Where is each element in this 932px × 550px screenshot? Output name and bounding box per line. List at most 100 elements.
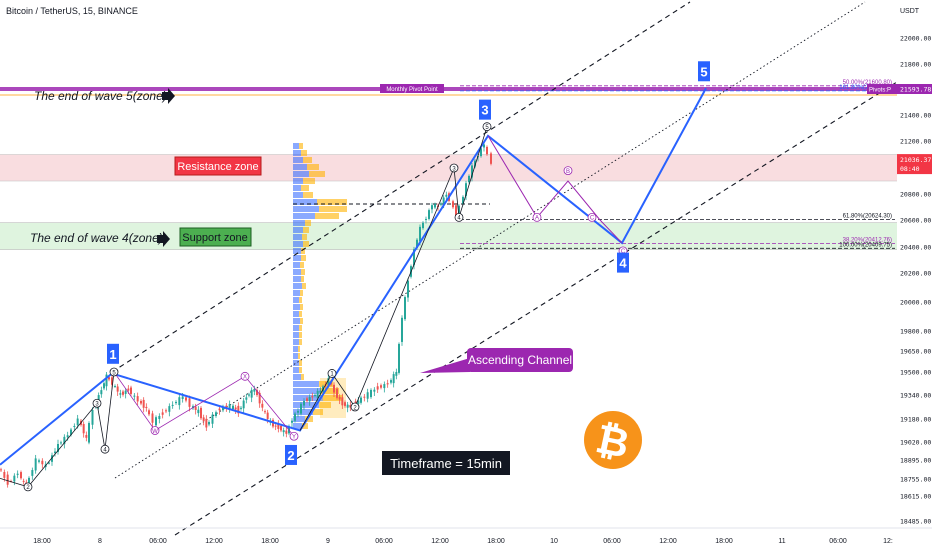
candle-body: [250, 389, 253, 398]
wave-label-number: 1: [109, 347, 116, 362]
price-tick-label: 21800.00: [900, 61, 931, 69]
candle-body: [0, 469, 2, 471]
subwave-circle: [482, 122, 492, 132]
volume-bar-sell: [301, 269, 305, 275]
subwave-impulse-line: [299, 126, 488, 431]
timeframe-label: Timeframe = 15min: [382, 451, 510, 475]
subwave-circle: [532, 212, 542, 222]
subwave-circle: [454, 212, 464, 222]
timeframe-text: Timeframe = 15min: [390, 456, 502, 471]
candle-body: [85, 435, 88, 438]
candle-body: [256, 390, 258, 396]
volume-bar-sell: [299, 367, 302, 373]
channel-upper-line: [111, 1, 691, 373]
candle-body: [234, 407, 237, 410]
price-tick-label: 21400.00: [900, 112, 931, 120]
candle-body: [416, 239, 418, 249]
candle-body: [280, 425, 282, 431]
time-tick-label: 06:00: [829, 538, 847, 545]
volume-bar-sell: [302, 283, 306, 289]
candle-body: [3, 471, 6, 478]
price-tick-label: 22000.00: [900, 35, 931, 43]
subwave-label: B: [566, 169, 570, 175]
candle-body: [431, 205, 433, 210]
candle-body: [458, 205, 460, 218]
resistance-zone-label: Resistance zone: [174, 156, 262, 176]
wave-label-box: [285, 444, 297, 465]
currency-label: USDT: [900, 8, 920, 15]
subwave-circle: [587, 212, 597, 222]
candle-body: [148, 410, 150, 415]
volume-bar-sell: [321, 388, 339, 394]
candle-body: [16, 473, 19, 475]
pivot-tag-label: Pivots:P: [869, 88, 891, 94]
subwave-circle: [100, 444, 110, 454]
volume-bar-buy: [293, 234, 302, 240]
wave5-zone-label: The end of wave 5(zone): [34, 89, 167, 103]
countdown-label: 08:40: [900, 165, 920, 173]
candle-body: [133, 395, 136, 397]
candle-body: [346, 404, 349, 408]
volume-bar-buy: [293, 164, 307, 170]
subwave-circle: [109, 367, 119, 377]
volume-bar-buy: [293, 192, 303, 198]
chart-title: Bitcoin / TetherUS, 15, BINANCE: [6, 6, 138, 16]
candle-body: [22, 480, 25, 482]
candle-body: [48, 462, 50, 464]
volume-bar-buy: [293, 325, 299, 331]
candle-body: [242, 400, 245, 409]
candle-body: [404, 297, 406, 320]
candle-body: [122, 391, 124, 395]
candle-body: [168, 406, 171, 412]
ascending-channel-lines: [111, 1, 932, 536]
sub-wave-labels: 2 3 4 5 W X Y 1 2 3 4 5 A B C C: [23, 122, 628, 492]
price-tick-label: 18485.00: [900, 518, 931, 526]
candle-body: [63, 436, 66, 445]
candle-body: [360, 397, 362, 403]
wave-label-number: 3: [481, 103, 488, 118]
price-tick-label: 18615.00: [900, 493, 931, 501]
price-tick-labels: 22000.00 21800.00 21400.00 21200.00 20800.00…: [900, 35, 931, 526]
ascending-channel-label: Ascending Channel: [420, 348, 573, 373]
candle-body: [490, 153, 492, 164]
subwave-label: C: [621, 249, 626, 255]
candle-body: [480, 148, 482, 157]
candle-body: [194, 406, 197, 410]
candle-body: [165, 410, 167, 412]
candle-body: [407, 280, 409, 298]
time-axis[interactable]: 18:00 8 06:00 12:00 18:00 9 06:00 12:00 18:00 10 0…: [0, 527, 932, 545]
candle-body: [205, 418, 208, 428]
candle-body: [88, 423, 90, 443]
candle-body: [119, 393, 122, 395]
candle-body: [261, 403, 264, 408]
candle-body: [455, 205, 457, 216]
candle-body: [486, 146, 488, 155]
volume-bar-sell: [299, 297, 302, 303]
price-axis[interactable]: USDT 22000.00 21800.00 21400.00 21200.00 208…: [867, 0, 932, 550]
volume-bar-buy: [293, 150, 301, 156]
volume-bar-sell: [313, 409, 323, 415]
volume-bar-buy: [293, 353, 298, 359]
candle-body: [34, 458, 37, 471]
subwave-label: 5: [112, 370, 116, 376]
candle-body: [285, 430, 288, 434]
wave-label-box: [698, 61, 710, 82]
candle-body: [398, 343, 400, 373]
volume-bar-buy: [293, 402, 319, 408]
candle-body: [38, 460, 40, 462]
volume-bar-buy: [293, 283, 302, 289]
candle-body: [140, 401, 142, 404]
volume-profile: [293, 143, 490, 429]
candle-body: [319, 390, 322, 393]
support-zone: [0, 222, 897, 250]
volume-bar-sell: [299, 325, 302, 331]
candle-body: [188, 398, 191, 407]
subwave-label: C: [590, 216, 595, 222]
price-tick-label: 19800.00: [900, 328, 931, 336]
wave-label-box: [479, 99, 491, 120]
volume-bar-sell: [300, 262, 304, 268]
candle-body: [142, 399, 145, 408]
volume-bar-sell: [301, 276, 304, 282]
